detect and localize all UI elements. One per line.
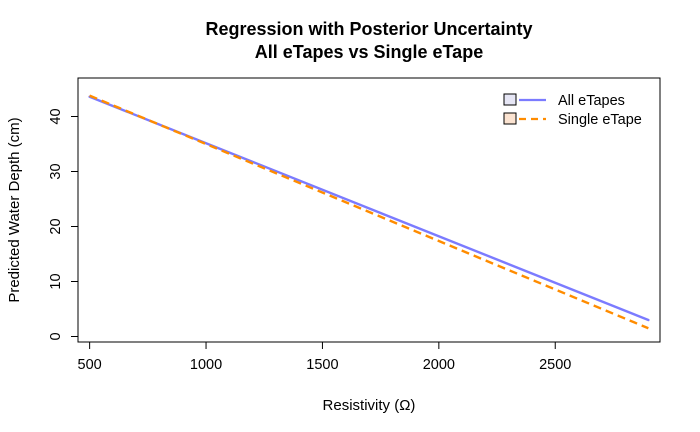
chart-title: Regression with Posterior Uncertainty [205,19,532,39]
y-tick-label: 0 [48,332,64,340]
legend-label-all-etapes: All eTapes [558,93,625,109]
legend-label-single-etape: Single eTape [558,112,642,128]
series-line-single-etape [89,94,649,330]
chart-subtitle: All eTapes vs Single eTape [255,42,483,62]
x-tick-label: 1500 [306,357,338,373]
x-axis-label: Resistivity (Ω) [323,397,416,414]
x-tick-label: 2500 [539,357,571,373]
y-tick-label: 20 [48,218,64,234]
x-tick-label: 2000 [423,357,455,373]
y-tick-label: 10 [48,273,64,289]
legend: All eTapes Single eTape [503,93,642,128]
legend-swatch-single-etape [503,112,517,125]
series-line-all-etapes [88,95,650,322]
series-layer [88,94,650,330]
y-axis-label: Predicted Water Depth (cm) [6,117,23,302]
legend-swatch-all-etapes [503,93,517,106]
y-axis: 0 10 20 30 40 [48,108,79,341]
x-tick-label: 500 [78,357,102,373]
y-tick-label: 40 [48,108,64,124]
y-tick-label: 30 [48,163,64,179]
x-tick-label: 1000 [190,357,222,373]
x-axis: 500 1000 1500 2000 2500 [78,341,571,373]
